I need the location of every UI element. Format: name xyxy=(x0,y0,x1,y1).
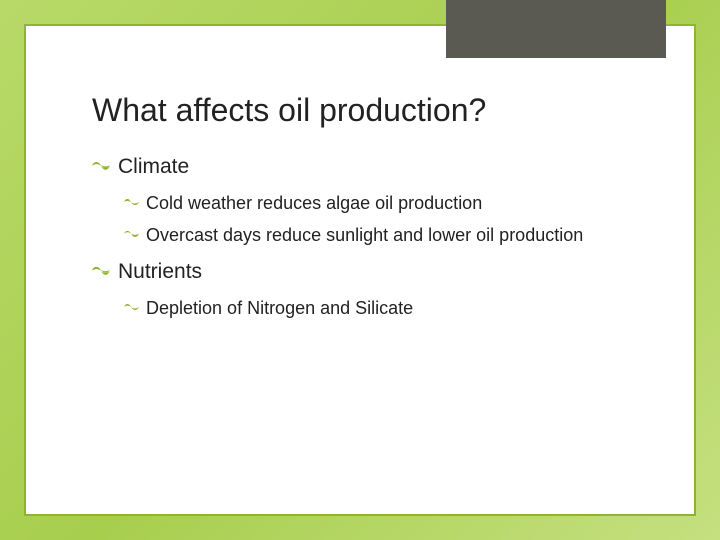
bullet-icon xyxy=(124,228,139,240)
bullet-icon xyxy=(92,159,110,173)
slide-title: What affects oil production? xyxy=(92,92,654,129)
bullet-text: Depletion of Nitrogen and Silicate xyxy=(146,298,413,318)
bullet-text: Overcast days reduce sunlight and lower … xyxy=(146,225,583,245)
bullet-climate: Climate xyxy=(92,153,654,181)
bullet-text: Climate xyxy=(118,155,189,178)
bullet-nutrients: Nutrients xyxy=(92,258,654,286)
bullet-overcast: Overcast days reduce sunlight and lower … xyxy=(124,223,654,248)
slide-content: What affects oil production? Climate Col… xyxy=(92,92,654,327)
slide-frame: What affects oil production? Climate Col… xyxy=(24,24,696,516)
bullet-icon xyxy=(124,301,139,313)
bullet-icon xyxy=(92,264,110,278)
header-tab xyxy=(446,0,666,58)
bullet-icon xyxy=(124,196,139,208)
bullet-text: Nutrients xyxy=(118,260,202,283)
bullet-text: Cold weather reduces algae oil productio… xyxy=(146,193,482,213)
bullet-depletion: Depletion of Nitrogen and Silicate xyxy=(124,296,654,321)
bullet-cold-weather: Cold weather reduces algae oil productio… xyxy=(124,191,654,216)
